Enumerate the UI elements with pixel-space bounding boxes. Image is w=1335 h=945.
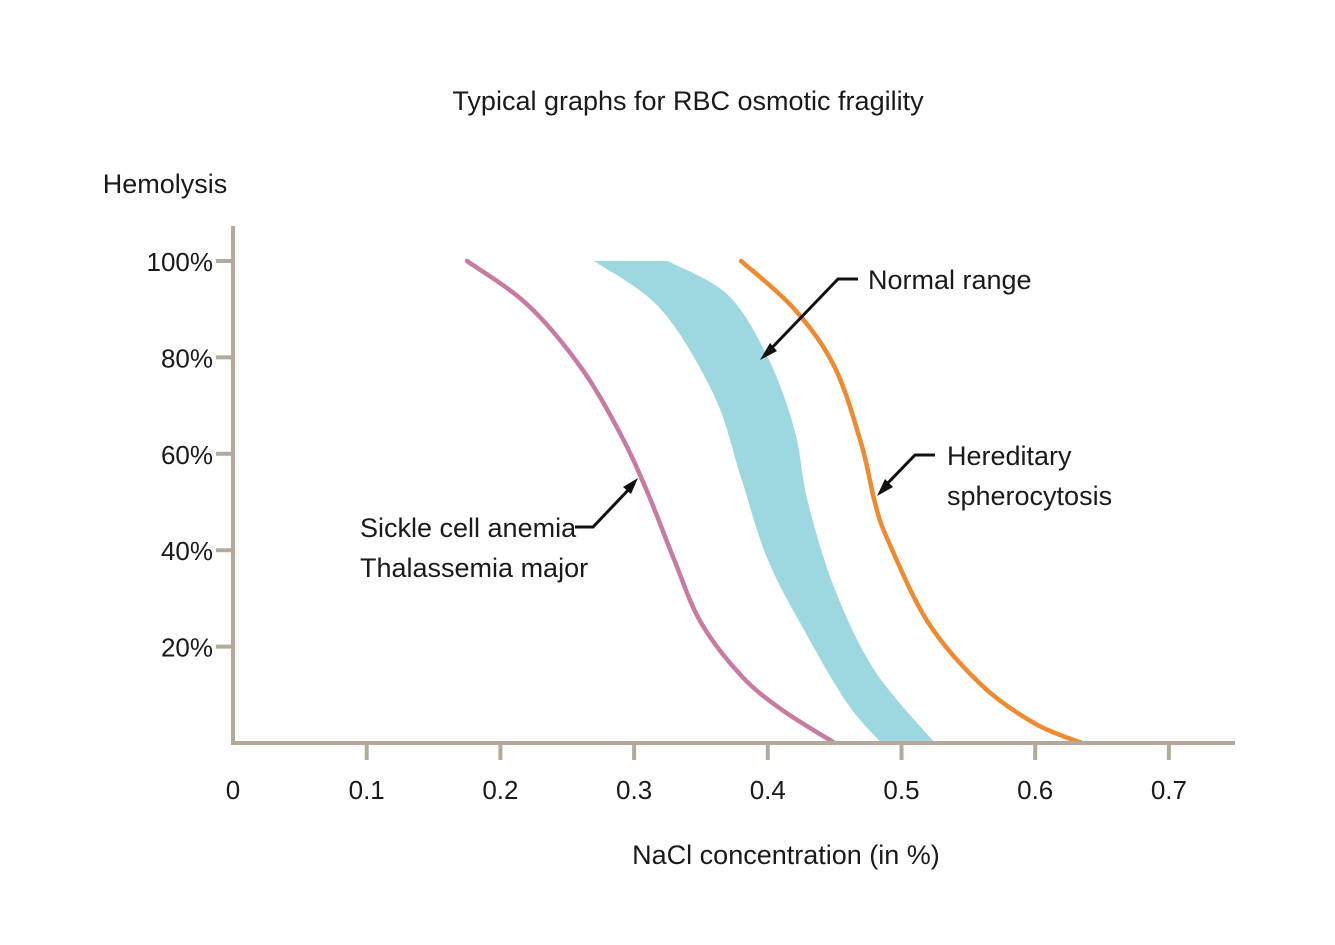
tick-labels: 20% 40% 60% 80% 100% 0 0.1 0.2 0.3 0.4 0.5 0.6 0.7 <box>147 247 1187 805</box>
annotation-sickle-cell-anemia: Sickle cell anemia <box>360 513 577 543</box>
hereditary-spherocytosis-arrow <box>880 453 935 491</box>
y-axis-label: Hemolysis <box>103 169 228 199</box>
normal-range-band <box>594 261 935 743</box>
x-tick-label: 0.5 <box>883 775 919 805</box>
normal-range-band-layer <box>594 261 935 743</box>
y-tick-label: 40% <box>161 536 213 566</box>
annotation-normal-range: Normal range <box>868 265 1032 295</box>
sickle-cell-arrow <box>575 483 635 529</box>
y-tick-label: 60% <box>161 440 213 470</box>
hereditary-spherocytosis-arrowhead <box>877 479 893 496</box>
series-line-sickle-cell-thalassemia <box>464 258 837 746</box>
x-tick-label: 0.1 <box>349 775 385 805</box>
chart-title: Typical graphs for RBC osmotic fragility <box>452 86 924 116</box>
annotation-thalassemia-major: Thalassemia major <box>360 553 588 583</box>
y-tick-label: 80% <box>161 343 213 373</box>
y-tick-label: 100% <box>147 247 214 277</box>
y-tick-label: 20% <box>161 633 213 663</box>
annotation-hereditary: Hereditary <box>947 441 1072 471</box>
normal-range-arrowhead <box>760 343 777 360</box>
x-tick-label: 0.6 <box>1017 775 1053 805</box>
sickle-cell-arrowhead <box>623 478 638 494</box>
x-tick-label: 0.2 <box>482 775 518 805</box>
annotation-spherocytosis: spherocytosis <box>947 481 1112 511</box>
x-tick-label: 0.3 <box>616 775 652 805</box>
x-tick-label: 0.4 <box>750 775 786 805</box>
x-tick-label: 0 <box>226 775 240 805</box>
x-axis-label: NaCl concentration (in %) <box>632 840 940 870</box>
annotations: Normal range Hereditary spherocytosis Si… <box>360 265 1112 583</box>
series-line-hereditary-spherocytosis <box>738 258 1085 746</box>
axes <box>216 226 1235 760</box>
x-tick-label: 0.7 <box>1151 775 1187 805</box>
normal-range-arrow <box>764 277 858 356</box>
series-layer <box>464 258 1085 746</box>
